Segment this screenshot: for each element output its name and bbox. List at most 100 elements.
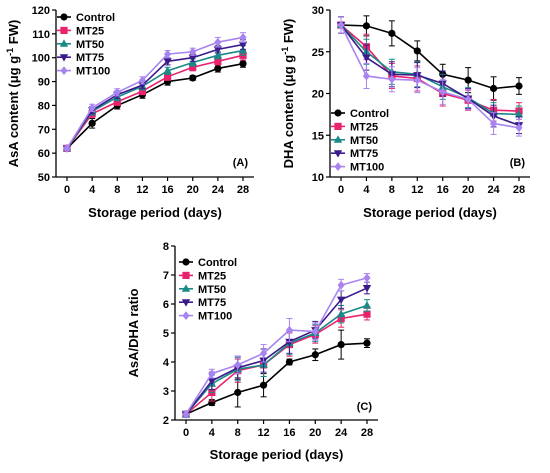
series-mt100 <box>182 273 371 419</box>
series-line <box>340 24 520 116</box>
legend-label: MT75 <box>76 52 104 64</box>
data-point <box>362 285 372 293</box>
y-axis-title: DHA content (μg g-1 FW) <box>280 19 296 169</box>
series-mt25 <box>182 307 371 418</box>
y-tick-label: 100 <box>32 53 50 65</box>
series-line <box>185 304 368 415</box>
data-point <box>515 82 523 90</box>
data-point <box>489 84 498 93</box>
x-tick-label: 24 <box>335 427 348 439</box>
y-tick-label: 30 <box>312 5 324 17</box>
legend-marker <box>60 13 68 21</box>
data-point <box>163 66 172 74</box>
x-tick-label: 8 <box>235 427 241 439</box>
data-point <box>88 119 96 127</box>
data-point <box>362 71 371 81</box>
series-line <box>340 24 520 90</box>
data-point <box>113 87 121 97</box>
legend-label: MT50 <box>350 135 378 147</box>
legend-marker <box>182 311 190 320</box>
data-point <box>362 54 371 62</box>
x-tick-label: 16 <box>437 184 449 196</box>
series-line <box>340 24 520 112</box>
chart-panel-3: 2 3 4 5 6 7 8 0 4 8 12 16 20 24 28 Storage period (days… <box>126 241 378 462</box>
legend-label: Control <box>198 257 237 269</box>
legend-label: MT25 <box>198 270 226 282</box>
data-point <box>234 388 242 397</box>
x-tick-label: 4 <box>363 184 370 196</box>
data-point <box>489 119 498 128</box>
y-tick-label: 90 <box>38 77 50 89</box>
data-point <box>239 60 247 68</box>
x-tick-label: 24 <box>487 184 500 196</box>
legend-label: MT25 <box>350 121 378 133</box>
data-point <box>238 41 248 49</box>
legend-marker <box>333 150 343 158</box>
data-point <box>189 47 197 57</box>
x-tick-label: 20 <box>462 184 474 196</box>
legend-label: MT50 <box>198 284 226 296</box>
y-tick-label: 50 <box>38 172 50 184</box>
legend-label: MT50 <box>76 39 104 51</box>
data-point <box>189 63 197 71</box>
data-point <box>363 310 371 318</box>
x-tick-label: 28 <box>361 427 373 439</box>
data-point <box>336 309 346 318</box>
data-point <box>464 76 472 84</box>
y-tick-label: 80 <box>38 100 50 112</box>
data-point <box>285 358 294 366</box>
y-tick-label: 10 <box>312 172 324 184</box>
data-point <box>285 325 294 335</box>
legend-label: Control <box>350 108 389 120</box>
data-point <box>259 381 268 389</box>
legend-label: MT100 <box>76 66 110 78</box>
x-tick-label: 12 <box>411 184 423 196</box>
data-point <box>188 54 197 63</box>
panel-label: (A) <box>233 157 249 169</box>
series-mt100 <box>337 16 523 137</box>
y-tick-label: 20 <box>312 89 324 101</box>
x-tick-label: 12 <box>136 184 148 196</box>
data-point <box>163 49 172 59</box>
data-point <box>311 351 319 359</box>
x-tick-label: 24 <box>212 184 225 196</box>
series-line <box>66 49 244 149</box>
data-point <box>464 94 472 104</box>
series-line <box>66 43 244 149</box>
x-tick-label: 28 <box>513 184 525 196</box>
y-tick-label: 6 <box>163 299 169 311</box>
y-axis-title: AsA content (μg g-1 FW) <box>5 20 21 168</box>
y-tick-label: 3 <box>163 386 169 398</box>
data-point <box>514 109 524 118</box>
data-point <box>214 57 222 65</box>
data-point <box>207 377 217 386</box>
data-point <box>285 338 294 347</box>
x-axis-title: Storage period (days) <box>88 205 222 220</box>
data-point <box>388 74 396 84</box>
y-tick-label: 2 <box>163 415 169 427</box>
legend-marker <box>60 26 68 34</box>
data-point <box>336 296 346 305</box>
legend-marker <box>182 271 190 279</box>
series-mt100 <box>63 32 247 153</box>
legend-marker <box>334 122 342 130</box>
x-tick-label: 8 <box>389 184 395 196</box>
data-point <box>362 22 371 30</box>
legend-marker <box>333 135 343 143</box>
legend-marker <box>334 109 342 117</box>
x-tick-label: 16 <box>283 427 295 439</box>
series-line <box>185 313 368 415</box>
data-point <box>63 143 71 153</box>
legend-marker <box>181 299 191 307</box>
data-point <box>163 58 172 66</box>
data-point <box>138 75 147 85</box>
data-point <box>239 33 247 42</box>
data-point <box>337 280 345 290</box>
series-line <box>66 62 244 149</box>
x-tick-label: 0 <box>183 427 189 439</box>
x-tick-label: 4 <box>89 184 96 196</box>
series-line <box>340 24 520 126</box>
chart-panel-1: 50 60 70 80 90 100 110 120 0 4 8 12 16 20 24 28 Storage … <box>5 5 254 220</box>
